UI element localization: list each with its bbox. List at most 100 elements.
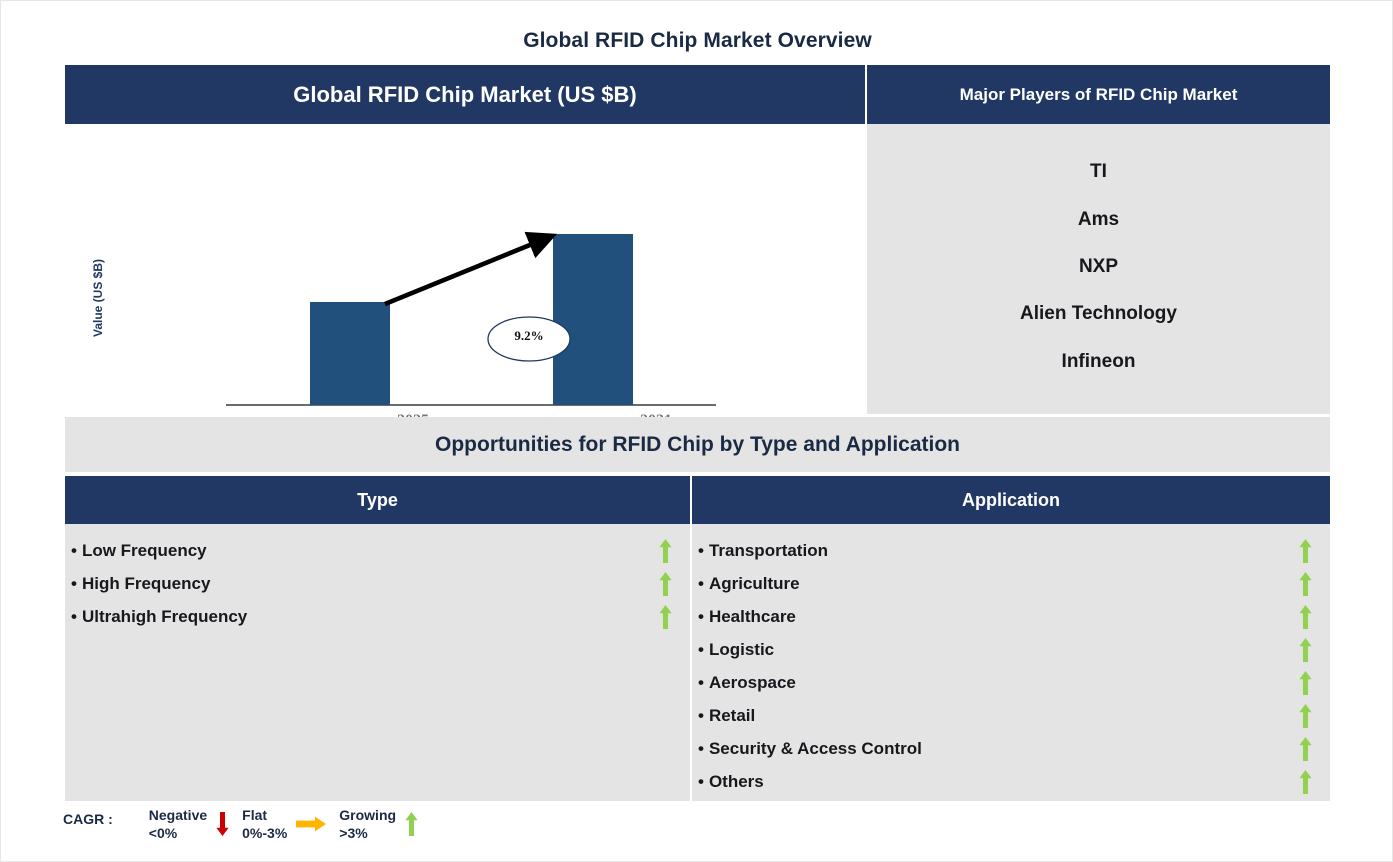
application-item-label: • Transportation (698, 541, 828, 561)
item-text: Healthcare (708, 606, 796, 626)
application-segment-card: Application • Transportation • Agriculture •… (692, 476, 1330, 801)
list-item: • Transportation (692, 534, 1330, 567)
trend-growing-icon (1299, 571, 1312, 596)
legend-entry-name: Negative (148, 807, 208, 823)
item-text: Low Frequency (81, 540, 207, 560)
item-text: Ultrahigh Frequency (81, 606, 248, 626)
list-item: • Security & Access Control (692, 732, 1330, 765)
item-text: Transportation (708, 540, 828, 560)
trend-growing-icon (659, 604, 672, 629)
major-players-card: Major Players of RFID Chip Market TI Ams N… (867, 65, 1330, 414)
trend-growing-icon (1299, 604, 1312, 629)
player-name: NXP (1078, 255, 1119, 277)
cagr-value-label: 9.2% (514, 328, 544, 343)
type-item-label: • High Frequency (71, 574, 210, 594)
arrow-up-icon (1299, 703, 1312, 728)
arrow-up-icon (1299, 670, 1312, 695)
trend-growing-icon (1299, 637, 1312, 662)
page-title: Global RFID Chip Market Overview (523, 29, 872, 52)
bullet-icon: • (698, 672, 704, 692)
bullet-icon: • (698, 771, 704, 791)
chart-growth-arrow (384, 231, 558, 307)
item-text: Logistic (708, 639, 775, 659)
type-item-label: • Low Frequency (71, 541, 207, 561)
application-item-label: • Logistic (698, 640, 774, 660)
application-item-label: • Healthcare (698, 607, 796, 627)
player-name: Infineon (1061, 350, 1136, 372)
list-item: • Healthcare (692, 600, 1330, 633)
legend-entry: Growing >3% (339, 807, 425, 842)
item-text: Aerospace (708, 672, 796, 692)
arrow-up-icon (659, 571, 672, 596)
legend-arrow-right-icon (296, 809, 327, 839)
cagr-legend: CAGR : Negative <0% Flat 0%-3% Growing >3% (63, 807, 431, 842)
cagr-legend-entries: Negative <0% Flat 0%-3% Growing >3% (149, 807, 431, 842)
trend-growing-icon (1299, 538, 1312, 563)
chart-bar-2031 (553, 234, 633, 405)
item-text: Agriculture (708, 573, 800, 593)
legend-entry-text: Negative <0% (149, 807, 207, 842)
list-item: • Aerospace (692, 666, 1330, 699)
application-item-label: • Agriculture (698, 574, 800, 594)
type-header: Type (65, 476, 690, 524)
bullet-icon: • (698, 573, 704, 593)
chart-bar-2025 (310, 302, 390, 405)
application-item-label: • Aerospace (698, 673, 796, 693)
arrow-up-icon (659, 604, 672, 629)
arrow-up-icon (659, 538, 672, 563)
chart-graphic (226, 231, 716, 406)
application-header: Application (692, 476, 1330, 524)
player-name: Ams (1077, 208, 1120, 230)
trend-growing-icon (1299, 670, 1312, 695)
application-item-label: • Others (698, 772, 764, 792)
arrow-up-icon (1299, 736, 1312, 761)
major-players-list: TI Ams NXP Alien Technology Infineon (867, 124, 1330, 414)
legend-entry-name: Flat (242, 807, 268, 823)
bullet-icon: • (698, 540, 704, 560)
market-chart-card: Global RFID Chip Market (US $B) Value (U… (65, 65, 865, 465)
legend-entry-range: <0% (148, 824, 178, 841)
legend-entry-text: Growing >3% (339, 807, 396, 842)
item-text: Retail (708, 705, 756, 725)
legend-entry: Flat 0%-3% (242, 807, 333, 842)
player-name: TI (1090, 161, 1107, 183)
item-text: Others (708, 771, 764, 791)
list-item: • High Frequency (65, 567, 690, 600)
item-text: Security & Access Control (708, 738, 922, 758)
arrow-down-icon (216, 812, 229, 836)
type-list: • Low Frequency • High Frequency • Ultrahigh … (65, 524, 690, 801)
trend-growing-icon (1299, 769, 1312, 794)
bullet-icon: • (698, 705, 704, 725)
arrow-up-icon (1299, 571, 1312, 596)
legend-arrow-up-icon (405, 809, 418, 839)
legend-entry-name: Growing (339, 807, 397, 823)
market-bar-chart: Value (US $B) 9.2% 2025 2031 Source : Lu… (65, 124, 865, 465)
trend-growing-icon (659, 538, 672, 563)
bullet-icon: • (71, 540, 77, 560)
application-item-label: • Retail (698, 706, 755, 726)
legend-arrow-down-icon (216, 809, 229, 839)
arrow-up-icon (1299, 538, 1312, 563)
arrow-up-icon (1299, 637, 1312, 662)
market-chart-header: Global RFID Chip Market (US $B) (65, 65, 865, 124)
arrow-right-icon (296, 816, 327, 832)
application-list: • Transportation • Agriculture • Healthcare • L… (692, 524, 1330, 801)
arrow-up-icon (405, 812, 418, 836)
legend-entry-text: Flat 0%-3% (242, 807, 287, 842)
bullet-icon: • (71, 573, 77, 593)
legend-entry-range: >3% (339, 824, 368, 841)
type-item-label: • Ultrahigh Frequency (71, 607, 247, 627)
trend-growing-icon (659, 571, 672, 596)
application-item-label: • Security & Access Control (698, 739, 922, 759)
arrow-up-icon (1299, 604, 1312, 629)
major-players-header: Major Players of RFID Chip Market (867, 65, 1330, 124)
item-text: High Frequency (81, 573, 211, 593)
trend-growing-icon (1299, 736, 1312, 761)
bullet-icon: • (698, 738, 704, 758)
list-item: • Retail (692, 699, 1330, 732)
arrow-up-icon (1299, 769, 1312, 794)
bullet-icon: • (71, 606, 77, 626)
opportunities-banner: Opportunities for RFID Chip by Type and … (65, 417, 1330, 472)
list-item: • Logistic (692, 633, 1330, 666)
bullet-icon: • (698, 606, 704, 626)
